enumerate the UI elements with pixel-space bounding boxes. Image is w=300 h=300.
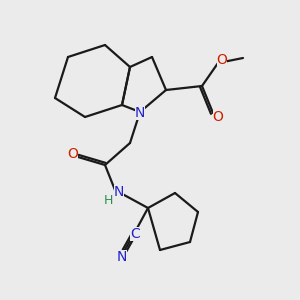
Text: H: H: [103, 194, 113, 206]
Text: O: O: [217, 53, 227, 67]
Text: N: N: [135, 106, 145, 120]
Text: O: O: [213, 110, 224, 124]
Text: N: N: [117, 250, 127, 264]
Text: N: N: [114, 185, 124, 199]
Text: O: O: [68, 147, 78, 161]
Text: C: C: [130, 227, 140, 241]
